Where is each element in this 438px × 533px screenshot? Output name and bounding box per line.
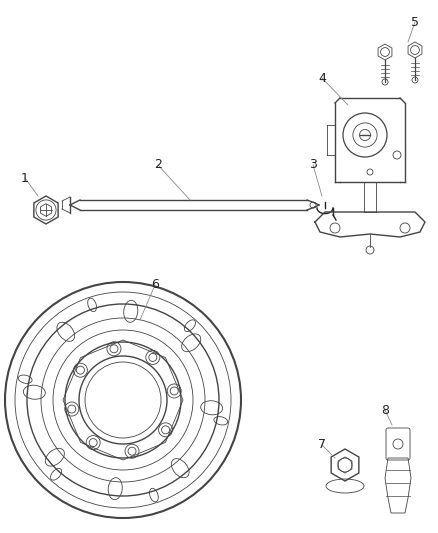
Text: 8: 8 — [381, 403, 389, 416]
Text: 1: 1 — [21, 172, 29, 184]
Text: 3: 3 — [309, 158, 317, 172]
Text: 5: 5 — [411, 15, 419, 28]
Text: 7: 7 — [318, 439, 326, 451]
Text: 2: 2 — [154, 158, 162, 172]
Text: 6: 6 — [151, 279, 159, 292]
Text: 4: 4 — [318, 71, 326, 85]
